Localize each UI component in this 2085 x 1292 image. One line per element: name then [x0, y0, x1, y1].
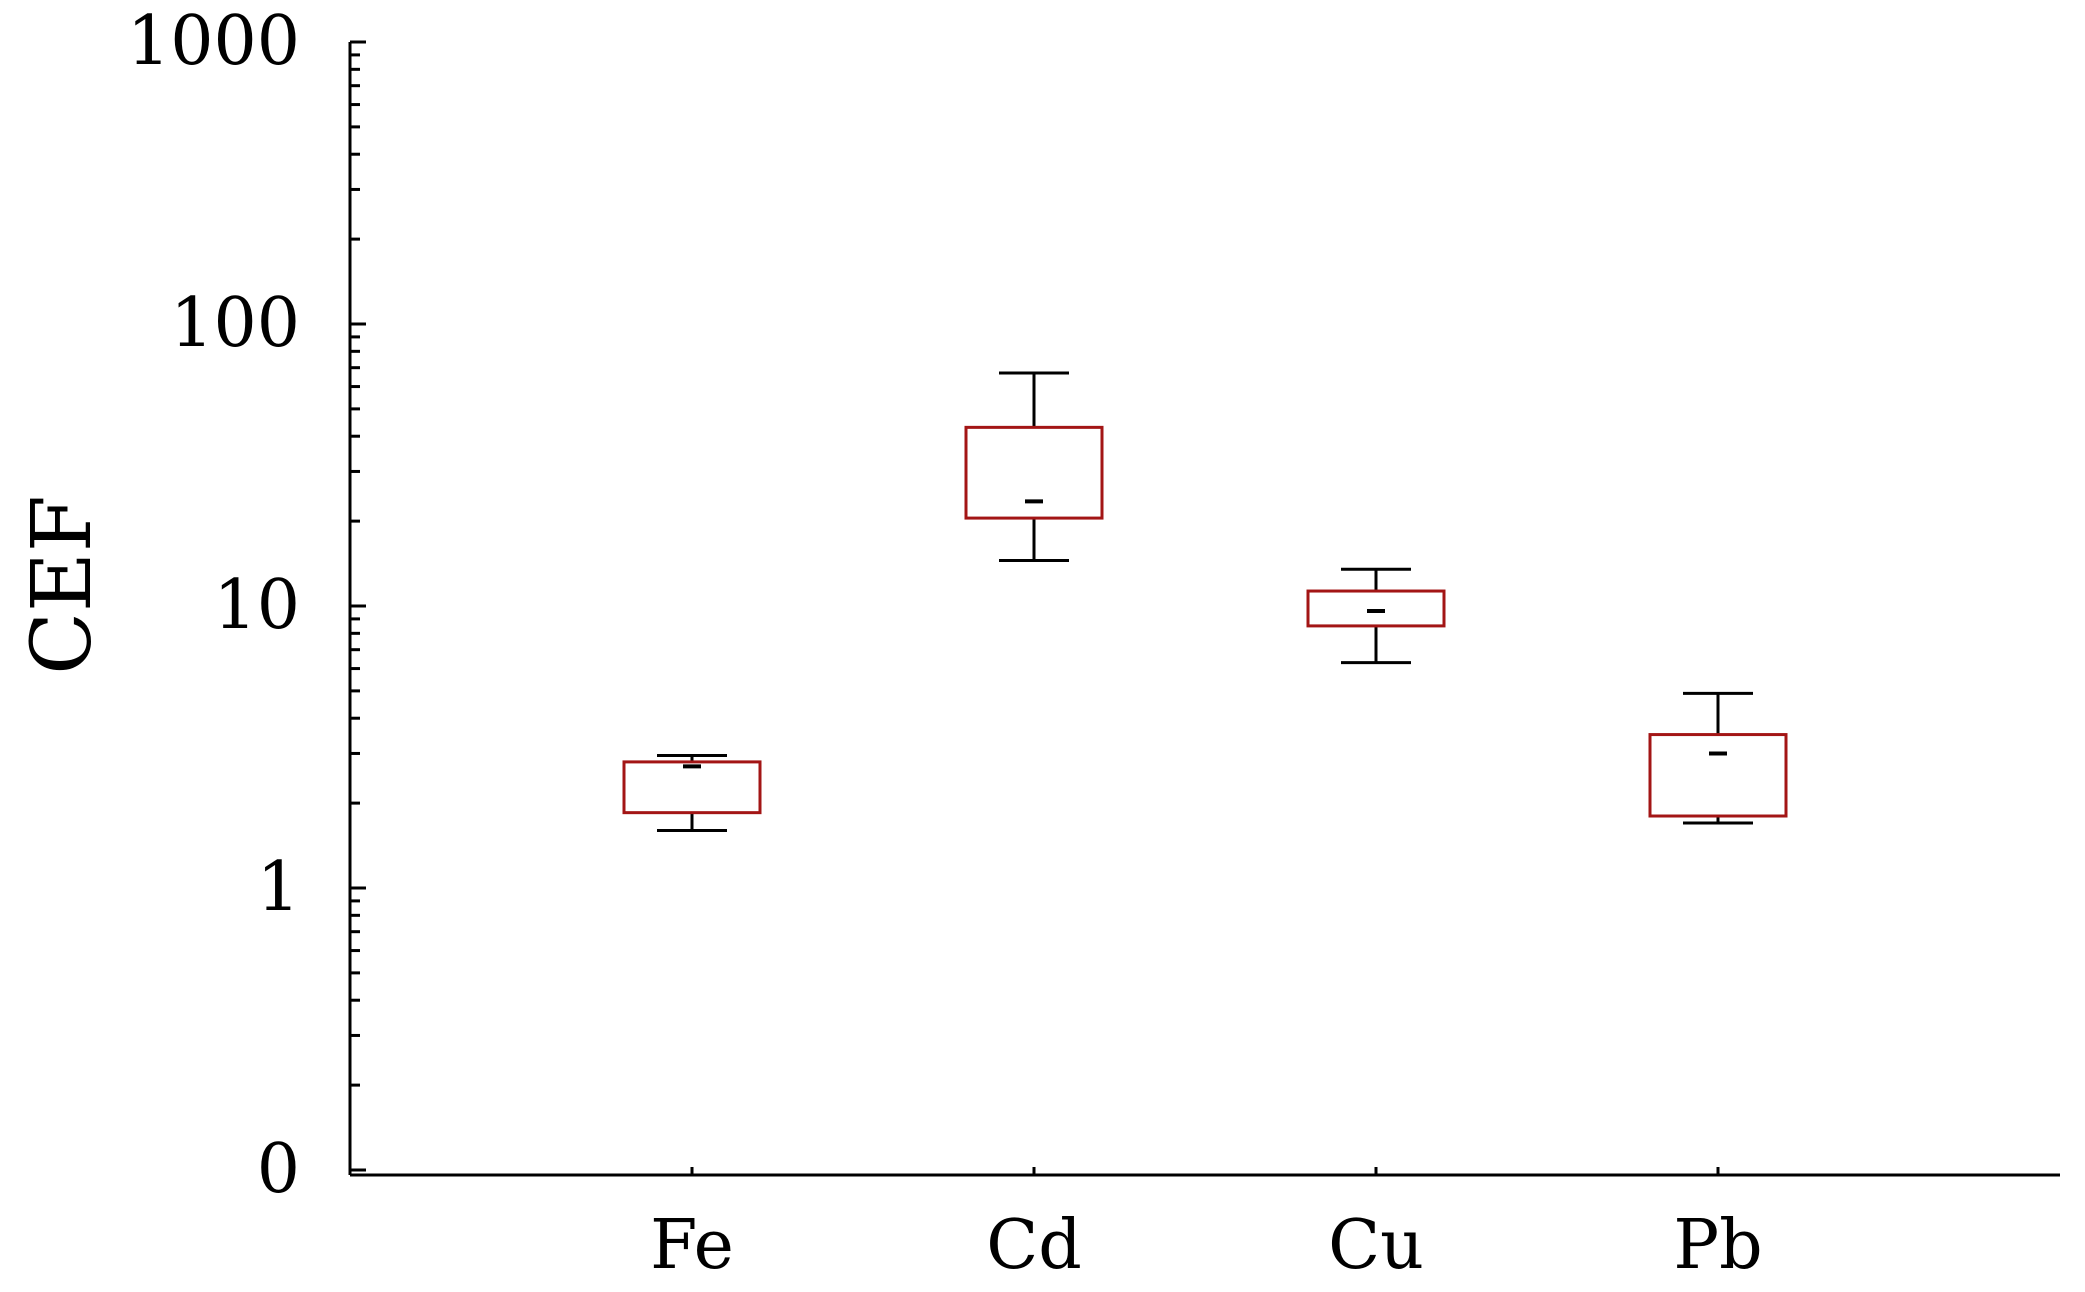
y-axis-title: CEF: [15, 495, 110, 675]
axes: [348, 42, 2060, 1177]
box-iqr: [622, 760, 762, 815]
box-iqr: [1648, 733, 1788, 818]
labels: 0 1 10 100 1000 Fe Cd Cu Pb: [127, 2, 1763, 1285]
x-category-label: Cd: [986, 1206, 1082, 1285]
boxes: [622, 371, 1788, 832]
y-tick-label: 1: [257, 848, 300, 927]
box-iqr: [1306, 589, 1446, 628]
y-tick-label: 100: [170, 284, 300, 363]
x-category-label: Cu: [1328, 1206, 1424, 1285]
y-tick-label: 10: [213, 566, 300, 645]
x-category-label: Pb: [1673, 1206, 1762, 1285]
y-axis-ticks: [350, 40, 1720, 1175]
y-tick-label: 0: [257, 1130, 300, 1209]
box-iqr: [964, 425, 1104, 520]
y-tick-label: 1000: [127, 2, 300, 81]
x-category-label: Fe: [650, 1206, 734, 1285]
